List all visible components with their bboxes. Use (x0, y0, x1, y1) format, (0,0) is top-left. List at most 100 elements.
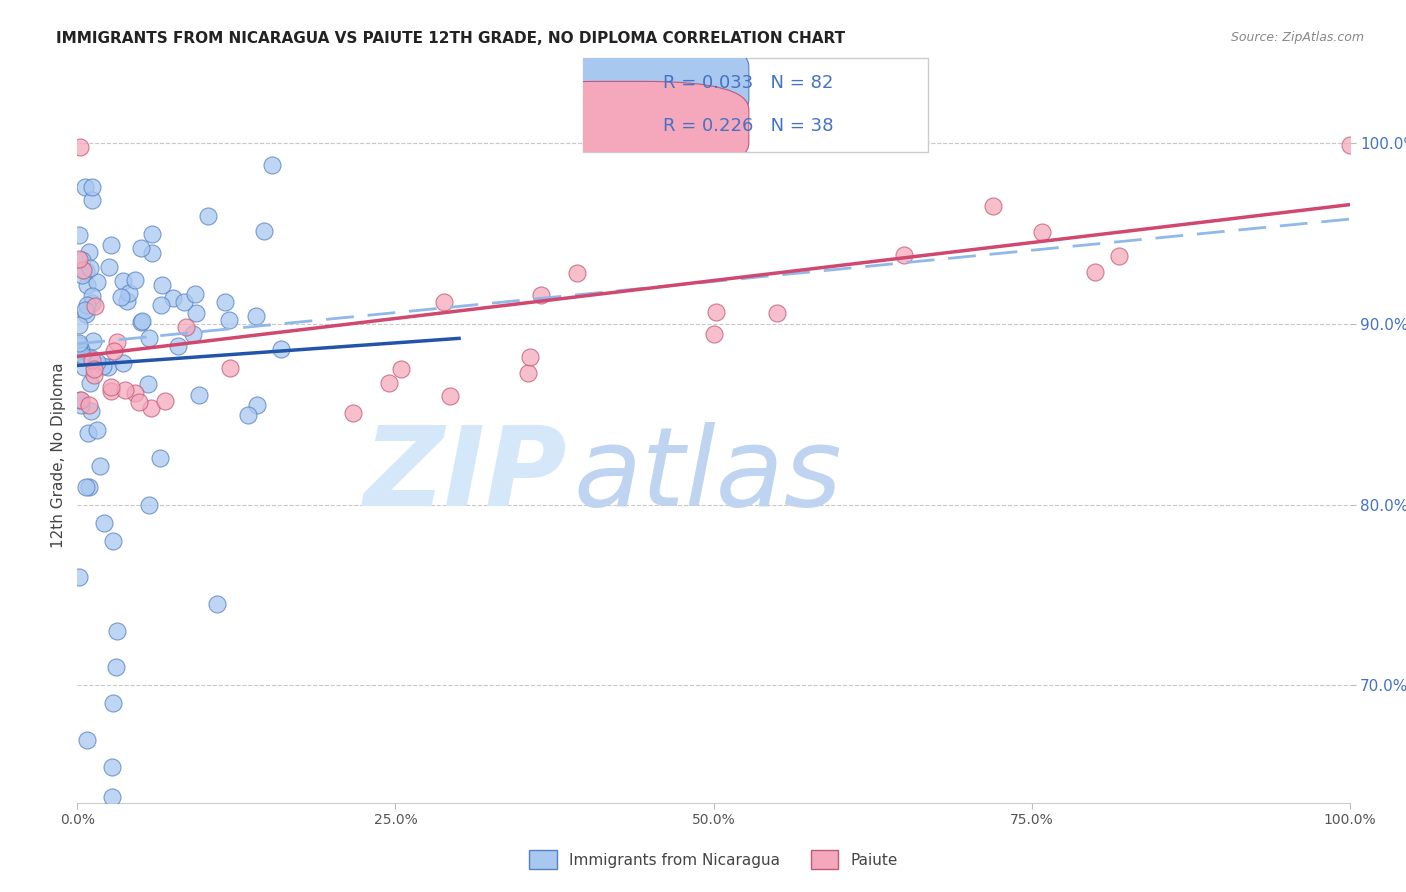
Point (98, 260, 121, 274)
Point (70, 343, 93, 357)
Point (181, 326, 204, 341)
Point (205, 597, 228, 611)
Point (80, 289, 103, 303)
FancyBboxPatch shape (583, 58, 928, 152)
Point (138, 498, 160, 512)
FancyBboxPatch shape (494, 81, 749, 171)
Point (149, 450, 172, 465)
Point (100, 384, 122, 399)
Point (238, 408, 260, 422)
Point (150, 298, 173, 312)
Point (766, 306, 789, 320)
Point (77, 245, 100, 260)
Point (128, 395, 150, 409)
Point (79, 398, 101, 412)
Point (110, 289, 132, 303)
Point (162, 291, 184, 305)
Point (84, 299, 107, 313)
Point (67, 252, 90, 267)
Point (76, 278, 98, 293)
Point (124, 385, 146, 400)
Point (73, 360, 96, 375)
Point (83, 368, 105, 383)
Point (703, 326, 725, 341)
Point (82, 296, 104, 310)
Point (153, 393, 176, 408)
Point (67, 318, 90, 333)
Point (83, 362, 105, 376)
Point (79, 376, 101, 390)
Point (245, 310, 267, 324)
Point (129, 315, 152, 329)
Legend: Immigrants from Nicaragua, Paiute: Immigrants from Nicaragua, Paiute (523, 845, 904, 875)
Point (519, 351, 541, 365)
Point (214, 295, 236, 310)
Point (77, 479, 100, 493)
Point (246, 398, 269, 412)
Point (77, 426, 100, 441)
Point (197, 209, 219, 223)
Point (100, 238, 122, 252)
Point (138, 331, 160, 345)
Point (75, 480, 97, 494)
Point (166, 339, 188, 353)
Point (86, 423, 108, 437)
Point (174, 320, 197, 334)
Point (565, 266, 588, 280)
Point (70, 348, 93, 362)
Point (112, 356, 135, 370)
Point (73, 180, 96, 194)
Point (173, 294, 195, 309)
Point (67, 570, 90, 584)
Point (75, 264, 97, 278)
Point (70, 268, 93, 282)
Point (80, 352, 103, 367)
Text: atlas: atlas (574, 422, 842, 529)
FancyBboxPatch shape (494, 38, 749, 128)
Point (218, 361, 240, 376)
Text: R = 0.033   N = 82: R = 0.033 N = 82 (662, 74, 834, 92)
Text: Source: ZipAtlas.com: Source: ZipAtlas.com (1230, 31, 1364, 45)
Point (82, 193, 104, 207)
Point (72, 263, 94, 277)
Point (93, 516, 115, 530)
Point (80, 180, 103, 194)
Point (69, 346, 91, 360)
Point (183, 286, 205, 301)
Point (389, 361, 412, 376)
Point (1108, 249, 1130, 263)
Point (80, 403, 103, 417)
Point (89, 458, 111, 473)
Text: IMMIGRANTS FROM NICARAGUA VS PAIUTE 12TH GRADE, NO DIPLOMA CORRELATION CHART: IMMIGRANTS FROM NICARAGUA VS PAIUTE 12TH… (56, 31, 845, 46)
Point (378, 376, 401, 390)
Point (70, 398, 93, 412)
Point (69, 393, 91, 408)
Point (101, 697, 124, 711)
Text: ZIP: ZIP (364, 422, 567, 529)
Point (79, 260, 101, 275)
Point (114, 383, 136, 397)
Point (105, 334, 128, 349)
Point (69, 140, 91, 154)
Point (131, 241, 153, 255)
Point (93, 359, 115, 373)
Point (82, 334, 104, 349)
Point (124, 273, 146, 287)
Point (342, 406, 364, 420)
Y-axis label: 12th Grade, No Diploma: 12th Grade, No Diploma (51, 362, 66, 548)
Point (186, 306, 208, 320)
Point (188, 387, 211, 401)
Point (517, 366, 540, 380)
Point (141, 227, 163, 242)
Point (75, 307, 97, 321)
Point (704, 305, 727, 319)
Point (80, 351, 103, 366)
Point (86, 275, 108, 289)
Point (97, 360, 120, 375)
Point (76, 732, 98, 747)
Point (1339, 138, 1361, 153)
Point (76, 298, 98, 312)
Point (67, 337, 90, 351)
Point (983, 199, 1005, 213)
Point (218, 313, 240, 327)
